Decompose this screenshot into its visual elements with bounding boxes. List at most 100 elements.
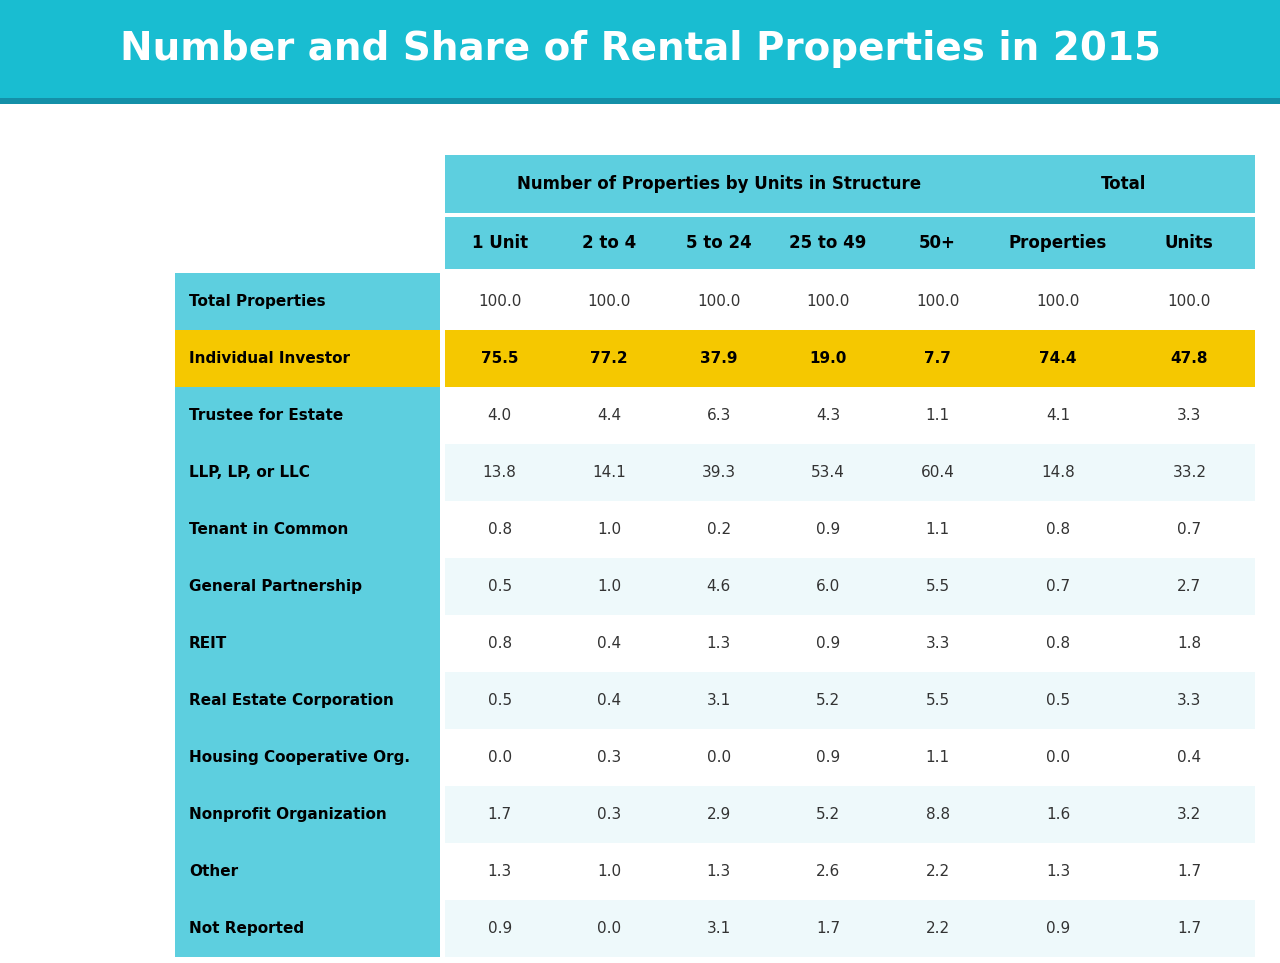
Text: 6.0: 6.0 xyxy=(815,579,840,594)
Text: 6.3: 6.3 xyxy=(707,408,731,423)
Text: 1.6: 1.6 xyxy=(1046,807,1070,822)
Text: 1.7: 1.7 xyxy=(817,921,840,936)
Text: 0.2: 0.2 xyxy=(707,522,731,537)
Text: 100.0: 100.0 xyxy=(477,294,521,309)
Text: 5.5: 5.5 xyxy=(925,579,950,594)
Text: 2.2: 2.2 xyxy=(925,864,950,879)
Text: 0.9: 0.9 xyxy=(815,750,840,765)
Text: 4.0: 4.0 xyxy=(488,408,512,423)
Text: 1.0: 1.0 xyxy=(598,864,621,879)
Text: 0.7: 0.7 xyxy=(1178,522,1202,537)
Text: 1.8: 1.8 xyxy=(1178,636,1202,651)
Text: 14.8: 14.8 xyxy=(1041,465,1075,480)
Text: 33.2: 33.2 xyxy=(1172,465,1206,480)
Text: 100.0: 100.0 xyxy=(698,294,740,309)
Text: Housing Cooperative Org.: Housing Cooperative Org. xyxy=(189,750,410,765)
Text: 3.3: 3.3 xyxy=(1178,408,1202,423)
Text: Number of Properties by Units in Structure: Number of Properties by Units in Structu… xyxy=(517,175,920,193)
Text: Individual Investor: Individual Investor xyxy=(189,351,349,366)
Text: 14.1: 14.1 xyxy=(593,465,626,480)
Text: 0.8: 0.8 xyxy=(488,522,512,537)
Text: Other: Other xyxy=(189,864,238,879)
Text: Units: Units xyxy=(1165,234,1213,252)
Text: 25 to 49: 25 to 49 xyxy=(790,234,867,252)
Text: 0.9: 0.9 xyxy=(815,636,840,651)
Text: 5 to 24: 5 to 24 xyxy=(686,234,751,252)
Text: 1.7: 1.7 xyxy=(1178,864,1202,879)
Text: 4.1: 4.1 xyxy=(1046,408,1070,423)
Text: 2.6: 2.6 xyxy=(815,864,840,879)
Text: 39.3: 39.3 xyxy=(701,465,736,480)
Text: 0.5: 0.5 xyxy=(488,693,512,708)
Text: 0.4: 0.4 xyxy=(598,636,621,651)
Text: 100.0: 100.0 xyxy=(916,294,959,309)
Text: Properties: Properties xyxy=(1009,234,1107,252)
Text: 7.7: 7.7 xyxy=(924,351,951,366)
Text: 74.4: 74.4 xyxy=(1039,351,1076,366)
Text: 1.7: 1.7 xyxy=(488,807,512,822)
Text: 1.0: 1.0 xyxy=(598,579,621,594)
Text: Nonprofit Organization: Nonprofit Organization xyxy=(189,807,387,822)
Text: Number and Share of Rental Properties in 2015: Number and Share of Rental Properties in… xyxy=(119,30,1161,68)
Text: Trustee for Estate: Trustee for Estate xyxy=(189,408,343,423)
Text: 4.4: 4.4 xyxy=(598,408,621,423)
Text: Total Properties: Total Properties xyxy=(189,294,325,309)
Text: 60.4: 60.4 xyxy=(920,465,955,480)
Text: 100.0: 100.0 xyxy=(1037,294,1079,309)
Text: 1.0: 1.0 xyxy=(598,522,621,537)
Text: 100.0: 100.0 xyxy=(1167,294,1211,309)
Text: 0.5: 0.5 xyxy=(1046,693,1070,708)
Text: Total: Total xyxy=(1101,175,1147,193)
Text: LLP, LP, or LLC: LLP, LP, or LLC xyxy=(189,465,310,480)
Text: 1.3: 1.3 xyxy=(488,864,512,879)
Text: 0.8: 0.8 xyxy=(1046,522,1070,537)
Text: 3.3: 3.3 xyxy=(1178,693,1202,708)
Text: 4.3: 4.3 xyxy=(815,408,840,423)
Text: 2.7: 2.7 xyxy=(1178,579,1202,594)
Text: 1.3: 1.3 xyxy=(707,636,731,651)
Text: 0.9: 0.9 xyxy=(815,522,840,537)
Text: 0.5: 0.5 xyxy=(488,579,512,594)
Text: 8.8: 8.8 xyxy=(925,807,950,822)
Text: REIT: REIT xyxy=(189,636,228,651)
Text: Not Reported: Not Reported xyxy=(189,921,305,936)
Text: Real Estate Corporation: Real Estate Corporation xyxy=(189,693,394,708)
Text: 53.4: 53.4 xyxy=(812,465,845,480)
Text: 77.2: 77.2 xyxy=(590,351,628,366)
Text: 1.3: 1.3 xyxy=(1046,864,1070,879)
Text: 2 to 4: 2 to 4 xyxy=(582,234,636,252)
Text: 1.1: 1.1 xyxy=(925,750,950,765)
Text: 0.4: 0.4 xyxy=(1178,750,1202,765)
Text: 1.7: 1.7 xyxy=(1178,921,1202,936)
Text: 4.6: 4.6 xyxy=(707,579,731,594)
Text: 0.7: 0.7 xyxy=(1046,579,1070,594)
Text: 50+: 50+ xyxy=(919,234,956,252)
Text: 0.3: 0.3 xyxy=(596,807,621,822)
Text: 47.8: 47.8 xyxy=(1171,351,1208,366)
Text: 5.2: 5.2 xyxy=(817,693,840,708)
Text: 3.2: 3.2 xyxy=(1178,807,1202,822)
Text: 0.8: 0.8 xyxy=(488,636,512,651)
Text: 2.2: 2.2 xyxy=(925,921,950,936)
Text: 0.0: 0.0 xyxy=(1046,750,1070,765)
Text: 1 Unit: 1 Unit xyxy=(471,234,527,252)
Text: 5.2: 5.2 xyxy=(817,807,840,822)
Text: 1.1: 1.1 xyxy=(925,522,950,537)
Text: 1.3: 1.3 xyxy=(707,864,731,879)
Text: 100.0: 100.0 xyxy=(806,294,850,309)
Text: General Partnership: General Partnership xyxy=(189,579,362,594)
Text: 100.0: 100.0 xyxy=(588,294,631,309)
Text: 0.0: 0.0 xyxy=(707,750,731,765)
Text: 0.0: 0.0 xyxy=(488,750,512,765)
Text: Tenant in Common: Tenant in Common xyxy=(189,522,348,537)
Text: 0.9: 0.9 xyxy=(1046,921,1070,936)
Text: 19.0: 19.0 xyxy=(809,351,847,366)
Text: 3.3: 3.3 xyxy=(925,636,950,651)
Text: 0.8: 0.8 xyxy=(1046,636,1070,651)
Text: 37.9: 37.9 xyxy=(700,351,737,366)
Text: 1.1: 1.1 xyxy=(925,408,950,423)
Text: 0.9: 0.9 xyxy=(488,921,512,936)
Text: 0.3: 0.3 xyxy=(596,750,621,765)
Text: 3.1: 3.1 xyxy=(707,921,731,936)
Text: 75.5: 75.5 xyxy=(481,351,518,366)
